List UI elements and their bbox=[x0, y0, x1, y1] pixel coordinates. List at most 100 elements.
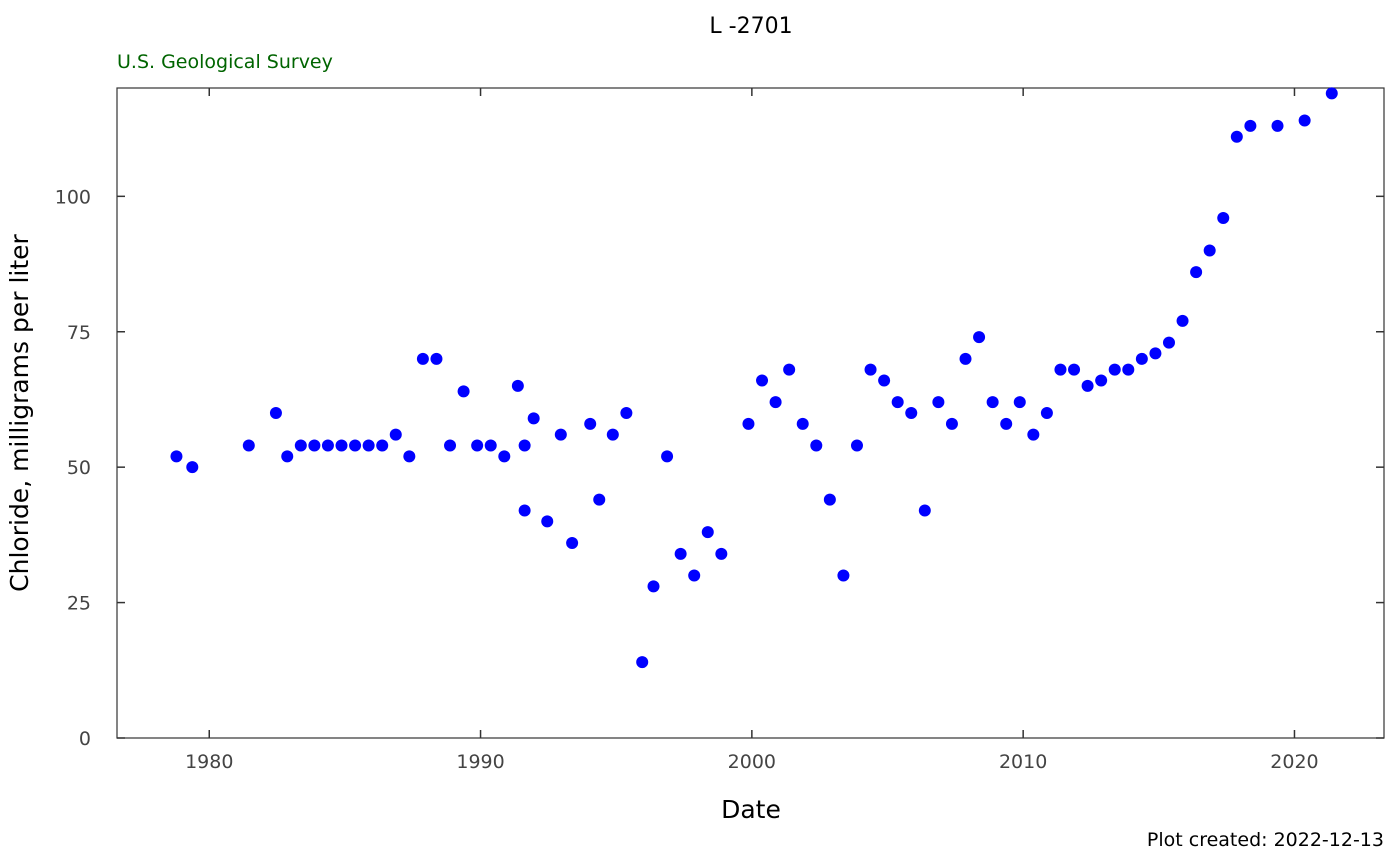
data-point bbox=[1040, 407, 1053, 419]
chart-title: L -2701 bbox=[709, 14, 792, 39]
data-point bbox=[932, 396, 945, 409]
y-tick-label: 25 bbox=[67, 593, 91, 615]
data-point bbox=[1149, 347, 1162, 360]
data-point bbox=[518, 439, 531, 452]
data-point bbox=[511, 379, 524, 392]
data-point bbox=[756, 374, 769, 387]
y-tick-label: 50 bbox=[67, 457, 91, 479]
x-tick-label: 1980 bbox=[185, 751, 233, 773]
data-point bbox=[878, 374, 891, 387]
chart-subtitle: U.S. Geological Survey bbox=[117, 51, 333, 73]
data-point bbox=[518, 504, 531, 517]
data-point bbox=[1013, 396, 1026, 409]
data-point bbox=[620, 407, 633, 419]
data-point bbox=[769, 396, 782, 409]
data-point bbox=[1244, 119, 1257, 132]
data-point bbox=[1068, 363, 1081, 376]
data-point bbox=[1217, 212, 1230, 224]
data-point bbox=[606, 428, 619, 441]
data-point bbox=[554, 428, 567, 441]
data-point bbox=[170, 450, 183, 463]
data-point bbox=[1095, 374, 1108, 387]
data-point bbox=[945, 417, 958, 430]
x-axis-title: Date bbox=[721, 795, 781, 824]
data-point bbox=[715, 547, 728, 560]
data-point bbox=[321, 439, 334, 452]
data-point bbox=[1162, 336, 1175, 349]
data-point bbox=[891, 396, 904, 409]
data-point bbox=[584, 417, 597, 430]
data-point bbox=[1271, 119, 1284, 132]
data-point bbox=[335, 439, 348, 452]
data-point bbox=[688, 569, 701, 582]
data-point bbox=[444, 439, 457, 452]
data-point bbox=[1108, 363, 1121, 376]
data-point bbox=[403, 450, 416, 463]
x-axis: 1980 1990 2000 2010 2020 bbox=[185, 88, 1319, 773]
data-point bbox=[973, 331, 986, 344]
data-point bbox=[864, 363, 877, 376]
data-point bbox=[1135, 352, 1148, 365]
data-point bbox=[823, 493, 836, 506]
data-point bbox=[783, 363, 796, 376]
data-point bbox=[389, 428, 402, 441]
data-point bbox=[1054, 363, 1067, 376]
data-point bbox=[986, 396, 999, 409]
data-point bbox=[457, 385, 470, 398]
data-point bbox=[1190, 266, 1203, 279]
data-point bbox=[1325, 87, 1338, 100]
data-point bbox=[742, 417, 755, 430]
data-point bbox=[294, 439, 307, 452]
data-point bbox=[905, 407, 918, 419]
plot-created-note: Plot created: 2022-12-13 bbox=[1147, 829, 1384, 851]
data-point bbox=[1027, 428, 1040, 441]
x-tick-label: 2020 bbox=[1270, 751, 1318, 773]
data-point bbox=[810, 439, 823, 452]
data-point bbox=[959, 352, 972, 365]
data-point bbox=[186, 461, 199, 474]
data-point bbox=[1203, 244, 1216, 257]
data-point bbox=[918, 504, 931, 517]
y-tick-label: 100 bbox=[55, 186, 91, 208]
data-point bbox=[1298, 114, 1311, 127]
y-tick-label: 75 bbox=[67, 322, 91, 344]
y-axis-title: Chloride, milligrams per liter bbox=[5, 233, 34, 591]
data-point bbox=[837, 569, 850, 582]
data-point bbox=[1000, 417, 1013, 430]
data-point bbox=[362, 439, 375, 452]
data-point bbox=[661, 450, 674, 463]
data-point bbox=[308, 439, 321, 452]
data-point bbox=[498, 450, 511, 463]
y-axis: 0 25 50 75 100 bbox=[55, 186, 1384, 750]
data-point bbox=[416, 352, 429, 365]
data-point bbox=[242, 439, 255, 452]
data-point bbox=[541, 515, 554, 528]
data-point bbox=[281, 450, 294, 463]
x-tick-label: 2000 bbox=[728, 751, 776, 773]
data-point bbox=[527, 412, 540, 425]
data-points bbox=[170, 87, 1338, 669]
data-point bbox=[1230, 130, 1243, 143]
data-point bbox=[1122, 363, 1135, 376]
data-point bbox=[484, 439, 497, 452]
data-point bbox=[1176, 314, 1189, 327]
x-tick-label: 2010 bbox=[999, 751, 1047, 773]
plot-frame bbox=[116, 87, 1385, 739]
data-point bbox=[593, 493, 606, 506]
y-tick-label: 0 bbox=[79, 728, 91, 750]
data-point bbox=[376, 439, 389, 452]
data-point bbox=[701, 526, 714, 539]
data-point bbox=[349, 439, 362, 452]
data-point bbox=[269, 407, 282, 419]
data-point bbox=[471, 439, 484, 452]
x-tick-label: 1990 bbox=[456, 751, 504, 773]
data-point bbox=[1081, 379, 1094, 392]
data-point bbox=[647, 580, 660, 593]
data-point bbox=[430, 352, 443, 365]
data-point bbox=[850, 439, 863, 452]
data-point bbox=[674, 547, 687, 560]
data-point bbox=[796, 417, 809, 430]
data-point bbox=[566, 537, 579, 549]
data-point bbox=[636, 656, 649, 669]
